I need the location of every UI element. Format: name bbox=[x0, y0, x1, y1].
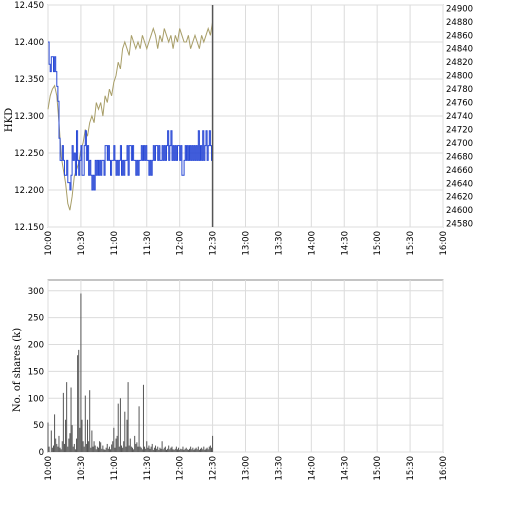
price-series-line bbox=[48, 41, 214, 191]
index-right-tick-label: 24900 bbox=[446, 4, 473, 14]
index-right-tick-label: 24820 bbox=[446, 58, 473, 68]
price-left-tick-label: 12.250 bbox=[14, 149, 44, 159]
volume-x-tick-label: 15:30 bbox=[406, 456, 416, 481]
volume-x-tick-label: 14:00 bbox=[307, 456, 317, 481]
price-x-tick-label: 11:00 bbox=[110, 231, 120, 256]
index-right-tick-label: 24620 bbox=[446, 193, 473, 203]
volume-x-tick-label: 13:30 bbox=[274, 456, 284, 481]
price-x-tick-label: 12:30 bbox=[209, 231, 219, 256]
volume-x-tick-label: 12:30 bbox=[209, 456, 219, 481]
price-left-tick-label: 12.200 bbox=[14, 186, 44, 196]
index-right-tick-label: 24780 bbox=[446, 85, 473, 95]
volume-x-tick-label: 15:00 bbox=[373, 456, 383, 481]
volume-x-tick-label: 14:30 bbox=[340, 456, 350, 481]
price-left-tick-label: 12.350 bbox=[14, 75, 44, 85]
price-x-tick-label: 16:00 bbox=[439, 231, 449, 256]
price-left-tick-label: 12.150 bbox=[14, 223, 44, 233]
volume-ylabel: No. of shares (k) bbox=[12, 328, 23, 412]
price-chart: 10:00 10:30 11:00 11:30 12:00 12:30 13:00 13:30… bbox=[4, 1, 473, 256]
index-right-tick-label: 24740 bbox=[446, 112, 473, 122]
volume-x-tick-label: 11:00 bbox=[110, 456, 120, 481]
price-x-tick-label: 14:30 bbox=[340, 231, 350, 256]
index-right-tick-label: 24800 bbox=[446, 72, 473, 82]
price-x-tick-label: 10:30 bbox=[77, 231, 87, 256]
price-x-tick-label: 13:00 bbox=[242, 231, 252, 256]
index-right-tick-label: 24580 bbox=[446, 220, 473, 230]
volume-y-tick-label: 250 bbox=[28, 314, 44, 324]
index-right-tick-label: 24660 bbox=[446, 166, 473, 176]
price-ylabel: HKD bbox=[4, 108, 15, 132]
volume-chart: 10:00 10:30 11:00 11:30 12:00 12:30 13:00 13:30… bbox=[12, 279, 449, 481]
price-left-tick-label: 12.450 bbox=[14, 1, 44, 11]
index-right-tick-label: 24760 bbox=[446, 99, 473, 109]
price-x-tick-label: 15:00 bbox=[373, 231, 383, 256]
volume-y-tick-label: 200 bbox=[28, 341, 44, 351]
price-x-tick-label: 10:00 bbox=[44, 231, 54, 256]
index-right-tick-label: 24680 bbox=[446, 152, 473, 162]
price-x-tick-label: 14:00 bbox=[307, 231, 317, 256]
index-right-tick-label: 24840 bbox=[446, 45, 473, 55]
volume-y-tick-label: 300 bbox=[28, 287, 44, 297]
price-x-tick-label: 13:30 bbox=[274, 231, 284, 256]
index-right-tick-label: 24860 bbox=[446, 31, 473, 41]
volume-x-tick-label: 13:00 bbox=[242, 456, 252, 481]
volume-y-tick-label: 50 bbox=[33, 421, 44, 431]
index-right-tick-label: 24700 bbox=[446, 139, 473, 149]
price-left-tick-label: 12.400 bbox=[14, 38, 44, 48]
volume-y-tick-label: 0 bbox=[39, 448, 44, 458]
index-right-tick-label: 24640 bbox=[446, 179, 473, 189]
index-right-tick-label: 24880 bbox=[446, 18, 473, 28]
volume-x-tick-label: 11:30 bbox=[143, 456, 153, 481]
volume-x-tick-label: 12:00 bbox=[176, 456, 186, 481]
volume-x-tick-label: 16:00 bbox=[439, 456, 449, 481]
price-left-tick-label: 12.300 bbox=[14, 112, 44, 122]
price-x-tick-label: 11:30 bbox=[143, 231, 153, 256]
index-right-tick-label: 24720 bbox=[446, 125, 473, 135]
volume-y-tick-label: 100 bbox=[28, 394, 44, 404]
volume-x-tick-label: 10:30 bbox=[77, 456, 87, 481]
price-x-tick-label: 12:00 bbox=[176, 231, 186, 256]
volume-y-tick-label: 150 bbox=[28, 367, 44, 377]
index-right-tick-label: 24600 bbox=[446, 206, 473, 216]
volume-x-tick-label: 10:00 bbox=[44, 456, 54, 481]
price-x-tick-label: 15:30 bbox=[406, 231, 416, 256]
